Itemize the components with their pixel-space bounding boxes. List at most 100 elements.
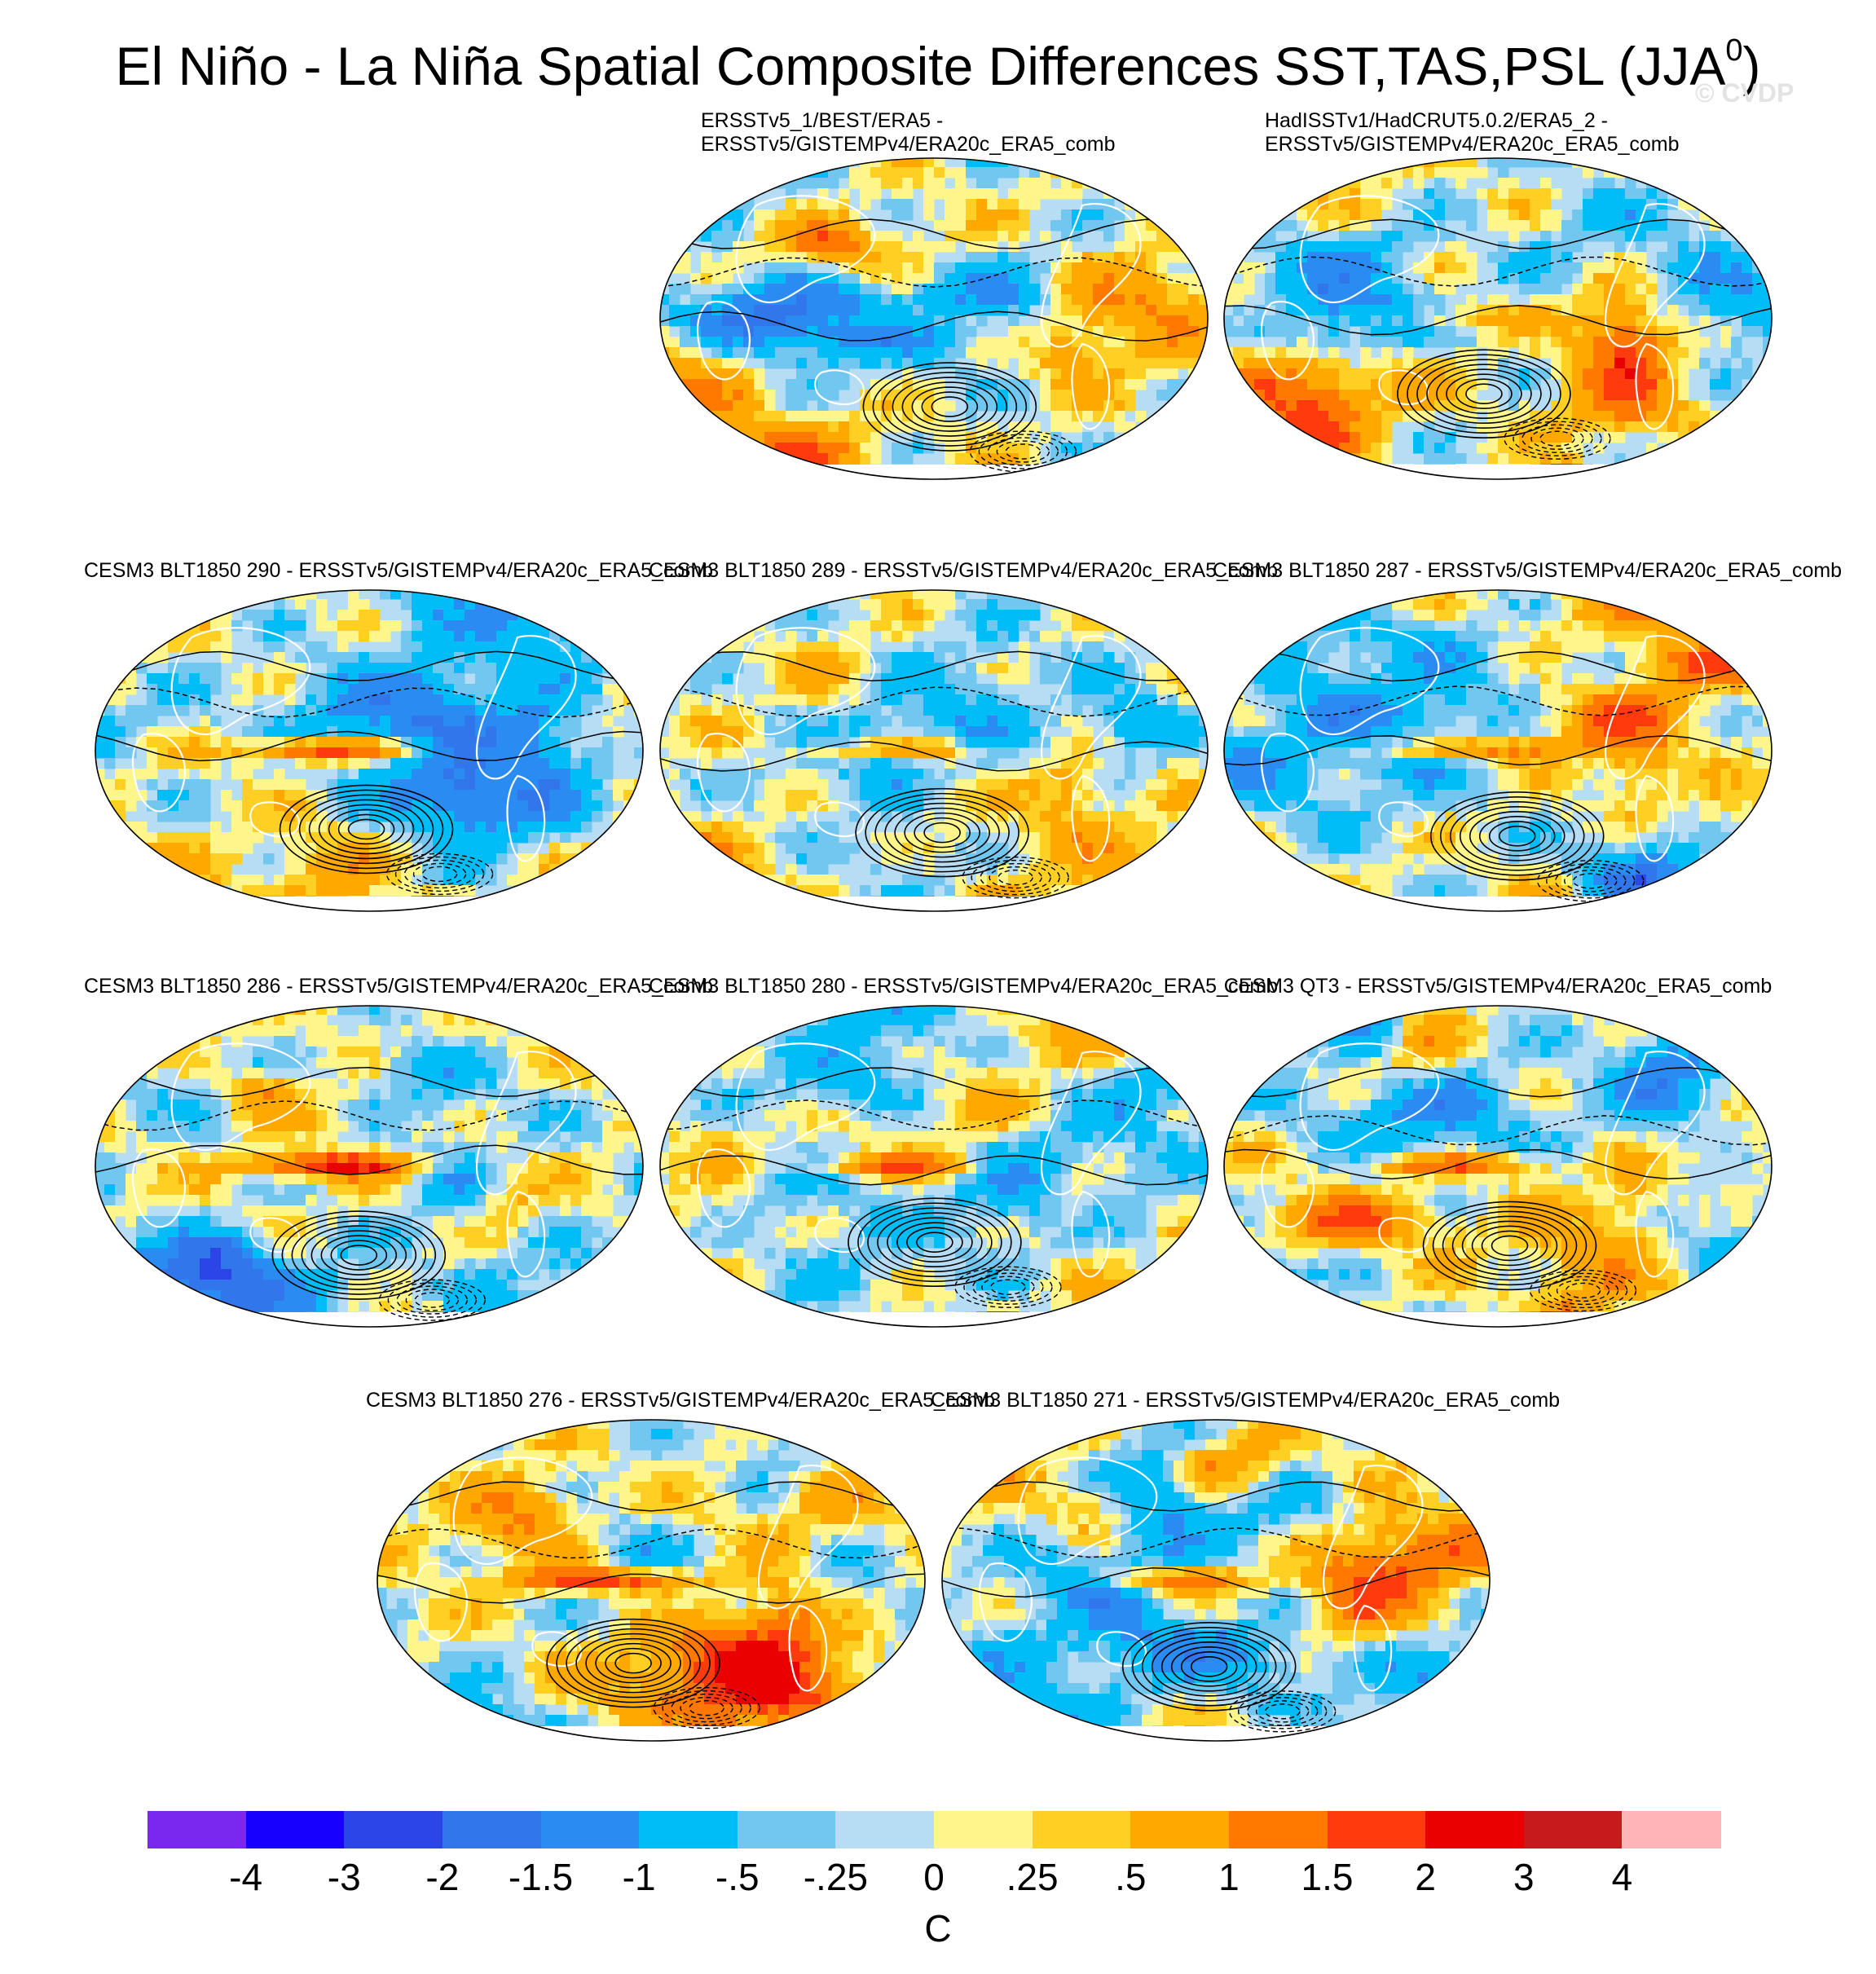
- field-cell: [422, 673, 434, 685]
- field-cell: [786, 273, 797, 284]
- field-cell: [263, 822, 275, 833]
- field-cell: [1114, 411, 1125, 422]
- field-cell: [1275, 284, 1287, 295]
- field-cell: [581, 610, 592, 621]
- field-cell: [987, 188, 998, 200]
- field-cell: [1350, 411, 1361, 422]
- field-cell: [1178, 443, 1189, 454]
- field-cell: [1350, 432, 1361, 443]
- field-cell: [528, 811, 539, 822]
- field-cell: [934, 726, 945, 738]
- field-cell: [701, 209, 712, 221]
- field-cell: [997, 209, 1009, 221]
- field-cell: [1156, 811, 1168, 822]
- field-cell: [1551, 358, 1562, 369]
- field-cell: [1167, 220, 1178, 231]
- field-cell: [1103, 294, 1115, 306]
- field-cell: [913, 337, 924, 348]
- field-cell: [934, 273, 945, 284]
- field-cell: [1275, 262, 1287, 274]
- field-cell: [934, 241, 945, 253]
- field-cell: [475, 590, 487, 600]
- field-cell: [997, 631, 1009, 642]
- field-cell: [136, 843, 148, 854]
- field-cell: [945, 199, 956, 210]
- field-cell: [754, 590, 765, 600]
- field-cell: [126, 885, 137, 897]
- field-cell: [1593, 188, 1605, 200]
- field-cell: [380, 663, 391, 674]
- field-cell: [690, 726, 702, 738]
- field-cell: [839, 167, 850, 178]
- field-cell: [849, 474, 861, 479]
- field-cell: [95, 822, 105, 833]
- field-cell: [592, 684, 603, 695]
- field-cell: [902, 652, 914, 663]
- field-cell: [817, 326, 829, 337]
- field-cell: [1455, 241, 1467, 253]
- field-cell: [987, 747, 998, 759]
- field-cell: [1072, 284, 1083, 295]
- field-cell: [997, 737, 1009, 748]
- field-cell: [1029, 631, 1041, 642]
- field-cell: [1156, 684, 1168, 695]
- field-cell: [1678, 358, 1689, 369]
- field-cell: [539, 673, 550, 685]
- field-cell: [1636, 305, 1647, 316]
- field-cell: [1699, 453, 1711, 465]
- coastline: [814, 369, 865, 406]
- field-cell: [401, 758, 412, 769]
- field-cell: [507, 758, 518, 769]
- field-cell: [1275, 188, 1287, 200]
- field-cell: [1328, 337, 1340, 348]
- field-cell: [1551, 347, 1562, 359]
- field-cell: [807, 305, 818, 316]
- field-cell: [945, 305, 956, 316]
- field-cell: [1763, 411, 1772, 422]
- field-cell: [1763, 305, 1772, 316]
- field-cell: [348, 885, 359, 897]
- field-cell: [507, 590, 518, 600]
- field-cell: [316, 747, 328, 759]
- field-cell: [987, 694, 998, 706]
- field-cell: [1244, 443, 1255, 454]
- field-cell: [1752, 443, 1764, 454]
- field-cell: [528, 800, 539, 812]
- field-cell: [1008, 779, 1019, 791]
- field-cell: [828, 673, 839, 685]
- field-cell: [401, 663, 412, 674]
- field-cell: [126, 684, 137, 695]
- field-cell: [881, 779, 892, 791]
- field-cell: [231, 800, 243, 812]
- field-cell: [1646, 220, 1658, 231]
- field-cell: [126, 853, 137, 865]
- field-cell: [849, 358, 861, 369]
- field-cell: [1455, 167, 1467, 178]
- psl-contour: [882, 372, 1018, 442]
- field-cell: [934, 610, 945, 621]
- field-cell: [1540, 199, 1552, 210]
- field-cell: [775, 241, 786, 253]
- field-cell: [253, 673, 264, 685]
- field-cell: [1082, 641, 1094, 653]
- field-cell: [1646, 347, 1658, 359]
- field-cell: [1392, 294, 1403, 306]
- field-cell: [284, 885, 296, 897]
- field-cell: [711, 421, 723, 433]
- field-cell: [1614, 358, 1626, 369]
- field-cell: [1339, 315, 1350, 327]
- field-cell: [860, 716, 871, 727]
- field-cell: [828, 747, 839, 759]
- field-cell: [147, 726, 158, 738]
- field-cell: [923, 620, 935, 632]
- field-cell: [126, 610, 137, 621]
- field-cell: [1593, 358, 1605, 369]
- field-cell: [892, 347, 903, 359]
- field-cell: [496, 726, 508, 738]
- field-cell: [796, 641, 808, 653]
- field-cell: [1156, 368, 1168, 380]
- field-cell: [1040, 178, 1051, 189]
- field-cell: [1731, 252, 1742, 263]
- field-cell: [1103, 158, 1115, 168]
- field-cell: [316, 822, 328, 833]
